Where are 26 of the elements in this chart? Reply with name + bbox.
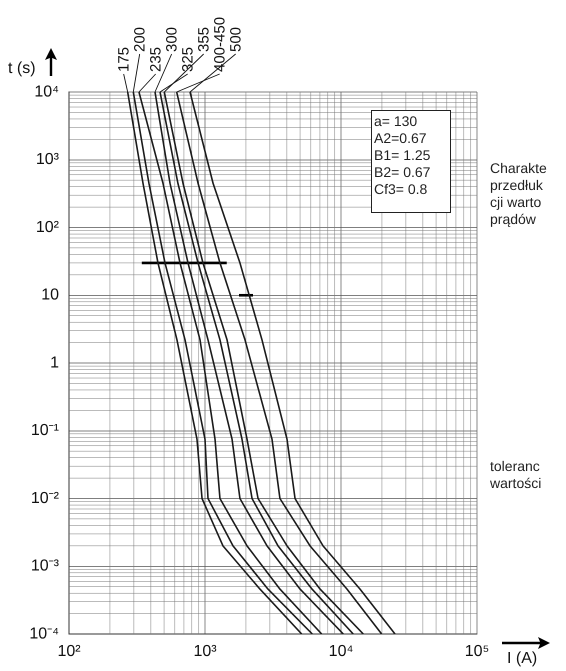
x-tick-label: 10⁵ xyxy=(464,643,490,660)
text: 500 xyxy=(228,26,245,52)
y-tick-label: 10² xyxy=(36,218,60,236)
y-tick-label: 10⁻⁴ xyxy=(29,625,60,642)
y-tick-label: 10³ xyxy=(36,151,60,168)
text: toleranc wartości xyxy=(490,458,542,492)
x-tick-label: 10³ xyxy=(193,643,218,660)
text: 235 xyxy=(148,46,165,72)
y-axis-title: t (s) xyxy=(8,60,36,78)
y-tick-label: 10⁻¹ xyxy=(30,422,59,440)
text: 200 xyxy=(132,26,149,52)
text: Charakte przedłuk cji warto prądów xyxy=(490,160,547,228)
text: 400-450 xyxy=(212,16,229,72)
text: 175 xyxy=(116,46,133,72)
x-axis-title: I (A) xyxy=(507,650,538,668)
text: 355 xyxy=(196,26,213,52)
y-tick-label: 1 xyxy=(50,354,60,372)
y-tick-label: 10 xyxy=(41,286,60,304)
text: 300 xyxy=(164,26,181,52)
text: 325 xyxy=(180,46,197,72)
x-tick-label: 10² xyxy=(57,643,82,660)
y-tick-label: 10⁻³ xyxy=(30,558,60,575)
annotation: a= 130 A2=0.67 B1= 1.25 B2= 0.67 Cf3= 0.8 xyxy=(371,110,452,213)
y-tick-label: 10⁻² xyxy=(30,490,60,507)
x-tick-label: 10⁴ xyxy=(328,643,354,660)
y-tick-label: 10⁴ xyxy=(34,83,60,100)
